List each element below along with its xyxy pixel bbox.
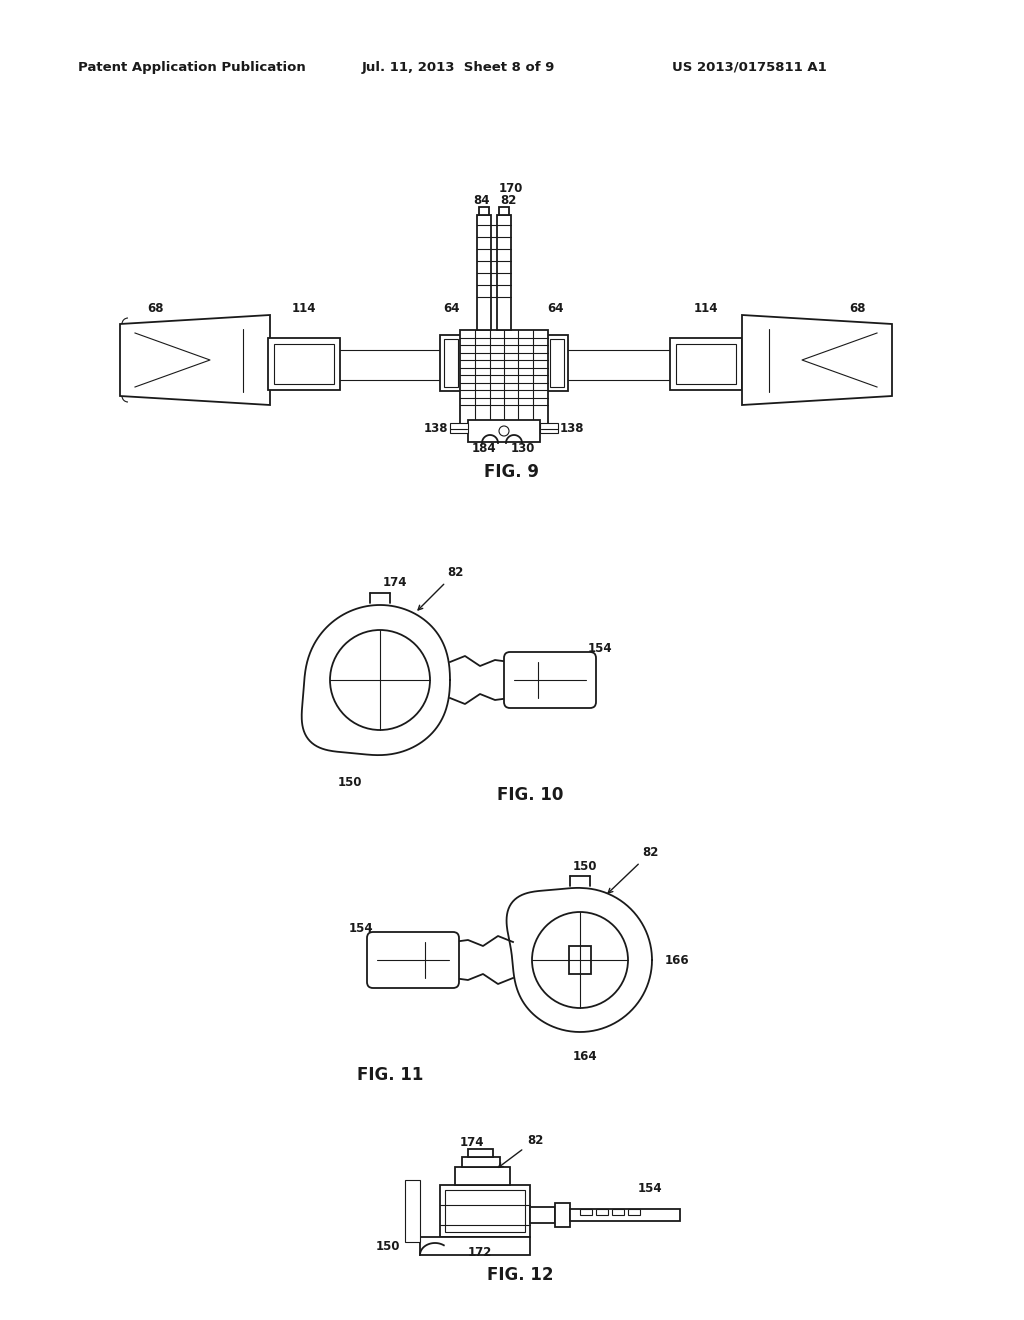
- Text: 64: 64: [443, 301, 460, 314]
- Bar: [670, 338, 742, 389]
- Text: 174: 174: [383, 577, 408, 590]
- Bar: [550, 339, 564, 387]
- Circle shape: [499, 426, 509, 436]
- Bar: [580, 1209, 592, 1214]
- Text: 154: 154: [349, 921, 374, 935]
- Bar: [420, 1237, 530, 1255]
- Text: 154: 154: [588, 642, 612, 655]
- Text: 82: 82: [499, 1134, 543, 1167]
- Text: 138: 138: [560, 422, 585, 436]
- Text: 150: 150: [338, 776, 362, 789]
- FancyBboxPatch shape: [504, 652, 596, 708]
- Text: 82: 82: [418, 566, 463, 610]
- Text: 138: 138: [424, 422, 449, 436]
- Text: 68: 68: [849, 301, 865, 314]
- Bar: [450, 422, 468, 433]
- Bar: [274, 345, 334, 384]
- Bar: [570, 1209, 680, 1221]
- Text: 130: 130: [511, 441, 536, 454]
- Bar: [268, 338, 340, 389]
- Circle shape: [330, 630, 430, 730]
- Bar: [540, 422, 558, 433]
- Text: FIG. 10: FIG. 10: [497, 785, 563, 804]
- Bar: [479, 207, 489, 215]
- Bar: [440, 335, 462, 391]
- Text: Jul. 11, 2013  Sheet 8 of 9: Jul. 11, 2013 Sheet 8 of 9: [362, 61, 555, 74]
- Text: US 2013/0175811 A1: US 2013/0175811 A1: [672, 61, 826, 74]
- Bar: [612, 1209, 624, 1214]
- Bar: [455, 1167, 510, 1185]
- Bar: [569, 945, 591, 974]
- Text: 82: 82: [500, 194, 516, 206]
- Bar: [406, 1180, 420, 1242]
- Text: 172: 172: [468, 1246, 493, 1258]
- Bar: [530, 1206, 555, 1224]
- Bar: [444, 339, 458, 387]
- FancyBboxPatch shape: [367, 932, 459, 987]
- Bar: [462, 1158, 500, 1167]
- Bar: [628, 1209, 640, 1214]
- Text: Patent Application Publication: Patent Application Publication: [78, 61, 306, 74]
- Bar: [676, 345, 736, 384]
- Polygon shape: [507, 888, 652, 1032]
- Bar: [477, 215, 490, 330]
- Text: 64: 64: [548, 301, 564, 314]
- Bar: [555, 1203, 570, 1228]
- Bar: [440, 1185, 530, 1237]
- Bar: [546, 335, 568, 391]
- Text: 82: 82: [608, 846, 658, 894]
- Bar: [596, 1209, 608, 1214]
- Text: 68: 68: [146, 301, 163, 314]
- Text: 150: 150: [376, 1241, 400, 1254]
- Text: FIG. 11: FIG. 11: [356, 1067, 423, 1084]
- Text: 174: 174: [460, 1137, 484, 1150]
- Polygon shape: [120, 315, 270, 405]
- Bar: [460, 330, 548, 425]
- Bar: [468, 1148, 493, 1158]
- Text: 154: 154: [638, 1183, 663, 1196]
- Bar: [445, 1191, 525, 1232]
- Text: 150: 150: [572, 859, 597, 873]
- Text: 164: 164: [572, 1051, 597, 1064]
- Text: 184: 184: [472, 441, 497, 454]
- Text: 170: 170: [499, 181, 523, 194]
- Circle shape: [532, 912, 628, 1008]
- Text: 114: 114: [292, 301, 316, 314]
- Text: FIG. 9: FIG. 9: [484, 463, 540, 480]
- Text: 84: 84: [473, 194, 489, 206]
- Bar: [499, 207, 509, 215]
- Bar: [497, 215, 511, 330]
- Bar: [468, 420, 540, 442]
- Text: 166: 166: [665, 953, 689, 966]
- Polygon shape: [742, 315, 892, 405]
- Text: FIG. 12: FIG. 12: [486, 1266, 553, 1284]
- Polygon shape: [302, 605, 450, 755]
- Text: 114: 114: [693, 301, 718, 314]
